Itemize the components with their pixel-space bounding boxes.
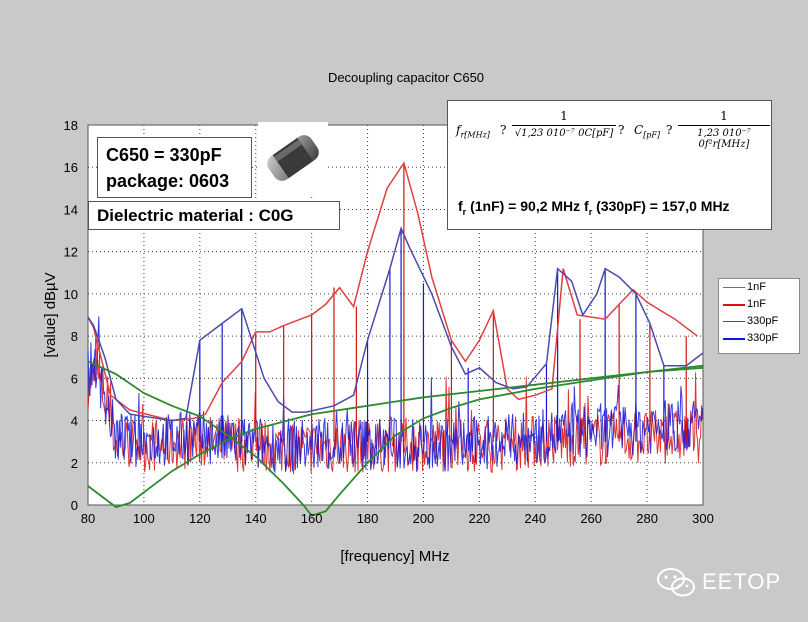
eq2-fraction: 1 1,23 010⁻⁷ 0f²r[MHz] [678,109,770,150]
legend-item: 330pF [719,313,799,330]
eq2-relation: ? [666,123,673,137]
capacitor-info-box: C650 = 330pF package: 0603 [97,137,252,198]
eq1-tail: ? [618,123,625,137]
formula-equations: fr[MHz] ? 1 √1,23 010⁻⁷ 0C[pF] ? C[pF] ?… [456,109,770,171]
legend-item: 330pF [719,330,799,347]
eq2-lhs: C[pF] [634,123,661,140]
eq1-lhs: fr[MHz] [456,123,490,140]
x-axis-label: [frequency] MHz [340,548,449,565]
x-tick-label: 220 [469,511,491,526]
capacitor-image [258,122,328,194]
series-line [87,366,704,509]
resonance-results: fr (1nF) = 90,2 MHz fr (330pF) = 157,0 M… [458,198,730,217]
plot-border [87,124,704,506]
chart-title: Decoupling capacitor C650 [328,70,484,85]
eq1-relation: ? [500,123,507,137]
series-line [87,161,698,422]
x-tick-label: 260 [580,511,602,526]
package-size: package: 0603 [106,171,230,191]
legend: 1nF 1nF 330pF 330pF [718,278,800,354]
x-tick-label: 80 [81,511,95,526]
watermark-text: EETOP [702,569,782,594]
legend-item: 1nF [719,279,799,296]
noise-trace [87,330,703,475]
x-tick-label: 180 [357,511,379,526]
x-tick-label: 100 [133,511,155,526]
noise-trace [87,316,703,474]
y-tick-label: 14 [64,202,78,217]
dielectric-box: Dielectric material : C0G [88,201,340,230]
x-tick-label: 240 [524,511,546,526]
capacitor-value: C650 = 330pF [106,145,222,165]
dielectric-text: Dielectric material : C0G [97,206,294,225]
x-tick-label: 280 [636,511,658,526]
y-tick-label: 18 [64,118,78,133]
y-tick-label: 12 [64,245,78,260]
series-line [87,226,704,422]
tick-labels: 80 100 120 140 160 180 200 220 240 260 280 300 0 2 4 6 8… [64,118,714,526]
y-axis-label: [value] dBµV [42,272,59,357]
series-layer [87,161,704,517]
y-tick-label: 4 [71,414,78,429]
x-tick-label: 160 [301,511,323,526]
noise-layer [87,316,703,475]
wechat-icon [657,568,695,597]
formula-box: fr[MHz] ? 1 √1,23 010⁻⁷ 0C[pF] ? C[pF] ?… [447,100,772,230]
y-tick-label: 16 [64,160,78,175]
x-tick-label: 300 [692,511,714,526]
legend-item: 1nF [719,296,799,313]
series-line [87,360,704,517]
x-tick-label: 140 [245,511,267,526]
y-tick-label: 6 [71,371,78,386]
y-tick-label: 0 [71,498,78,513]
watermark: EETOP [656,563,806,603]
smd-capacitor-icon [267,135,319,181]
eq1-fraction: 1 √1,23 010⁻⁷ 0C[pF] [512,109,616,139]
y-tick-label: 10 [64,287,78,302]
y-tick-label: 2 [71,456,78,471]
y-tick-label: 8 [71,329,78,344]
x-tick-label: 200 [413,511,435,526]
x-tick-label: 120 [189,511,211,526]
